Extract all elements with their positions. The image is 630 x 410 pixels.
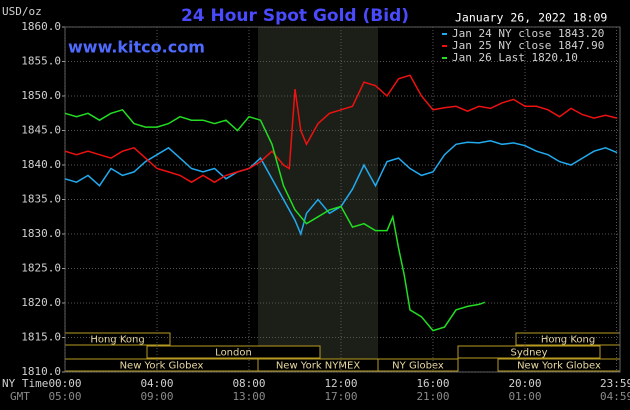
- session-label: London: [215, 348, 252, 359]
- x-tick-label: 08:00: [232, 377, 265, 390]
- x2-tick-label: 05:00: [48, 390, 81, 403]
- session-label: Hong Kong: [90, 335, 144, 346]
- legend-label: Jan 25 NY close 1847.90: [452, 39, 604, 52]
- y-tick-label: 1835.0: [21, 193, 61, 206]
- session-box: [377, 358, 459, 372]
- chart-title: 24 Hour Spot Gold (Bid): [181, 6, 409, 26]
- session-box: [146, 345, 321, 359]
- session-label: NY Globex: [392, 361, 444, 372]
- series-line: [64, 74, 618, 184]
- x2-tick-label: 01:00: [508, 390, 541, 403]
- x2-tick-label: 13:00: [232, 390, 265, 403]
- y-tick-label: 1825.0: [21, 262, 61, 275]
- timestamp: January 26, 2022 18:09: [455, 11, 607, 25]
- y-tick-label: 1815.0: [21, 331, 61, 344]
- y-tick-label: 1860.0: [21, 20, 61, 33]
- website: www.kitco.com: [68, 38, 205, 57]
- y-unit-label: USD/oz: [2, 5, 42, 18]
- y-tick-label: 1840.0: [21, 158, 61, 171]
- session-label: New York NYMEX: [276, 361, 361, 372]
- x2-tick-label: 09:00: [140, 390, 173, 403]
- series-line: [64, 108, 486, 332]
- x-row-label: NY Time: [2, 377, 48, 390]
- x-tick-label: 00:00: [48, 377, 81, 390]
- series-line: [64, 140, 618, 237]
- x2-tick-label: 21:00: [416, 390, 449, 403]
- y-tick-label: 1845.0: [21, 124, 61, 137]
- y-tick-label: 1850.0: [21, 89, 61, 102]
- y-tick-label: 1810.0: [21, 365, 61, 378]
- y-tick-label: 1830.0: [21, 227, 61, 240]
- session-box: [457, 345, 601, 359]
- y-tick-label: 1820.0: [21, 296, 61, 309]
- session-label: New York Globex: [517, 361, 601, 372]
- x-tick-label: 23:59: [600, 377, 630, 390]
- x-tick-label: 04:00: [140, 377, 173, 390]
- x-tick-label: 16:00: [416, 377, 449, 390]
- session-label: Hong Kong: [541, 335, 595, 346]
- x2-tick-label: 04:59: [600, 390, 630, 403]
- session-label: New York Globex: [120, 361, 204, 372]
- x-tick-label: 12:00: [324, 377, 357, 390]
- legend-label: Jan 26 Last 1820.10: [452, 51, 578, 64]
- x2-tick-label: 17:00: [324, 390, 357, 403]
- x-tick-label: 20:00: [508, 377, 541, 390]
- legend-label: Jan 24 NY close 1843.20: [452, 27, 604, 40]
- session-label: Sydney: [510, 348, 547, 359]
- x2-row-label: GMT: [10, 390, 30, 403]
- y-tick-label: 1855.0: [21, 55, 61, 68]
